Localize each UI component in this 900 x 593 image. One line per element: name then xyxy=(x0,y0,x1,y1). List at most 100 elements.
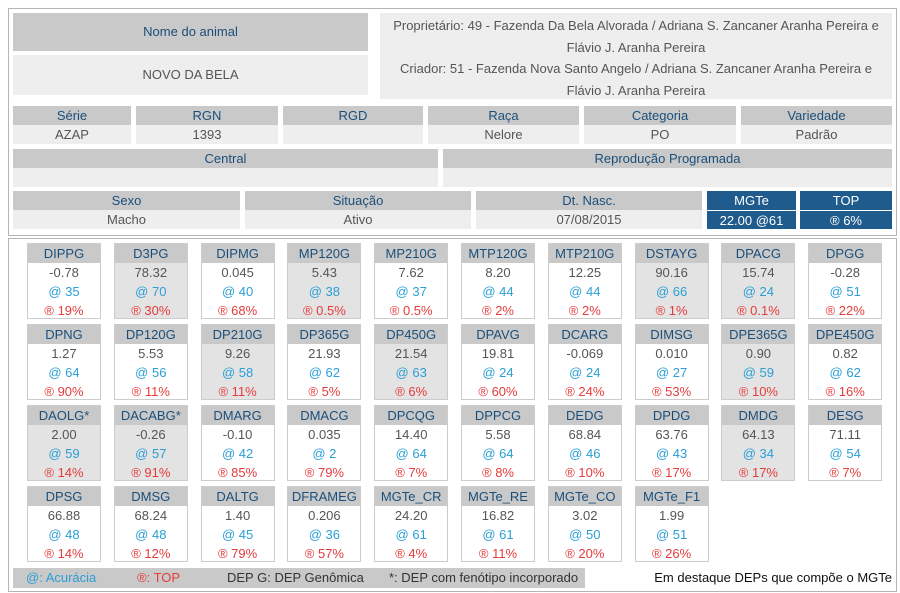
dep-value: 16.82 xyxy=(481,508,515,523)
dep-name: MP210G xyxy=(375,244,448,263)
dep-card: DIMSG 0.010 @ 27 ® 53% xyxy=(634,324,709,400)
dep-name: DACABG* xyxy=(114,406,187,425)
dep-card: MGTe_CO 3.02 @ 50 ® 20% xyxy=(547,486,622,562)
dep-accuracy: @ 42 xyxy=(221,446,254,461)
dep-card: DCARG -0.069 @ 24 ® 24% xyxy=(547,324,622,400)
dep-top: ® 16% xyxy=(825,384,865,399)
dep-accuracy: @ 37 xyxy=(395,284,427,299)
breeder: Criador: 51 - Fazenda Nova Santo Angelo … xyxy=(400,61,872,98)
dep-name: DAOLG* xyxy=(28,406,100,425)
dep-name: DPCQG xyxy=(375,406,448,425)
dep-accuracy: @ 43 xyxy=(655,446,688,461)
dep-accuracy: @ 64 xyxy=(48,365,80,380)
dep-card: DPE365G 0.90 @ 59 ® 10% xyxy=(721,324,796,400)
legend-bar xyxy=(13,568,585,588)
dep-name: DSTAYG xyxy=(635,244,708,263)
dep-top: ® 17% xyxy=(651,465,692,480)
dep-top: ® 2% xyxy=(482,303,514,318)
dep-top: ® 7% xyxy=(829,465,862,480)
dep-accuracy: @ 51 xyxy=(655,527,688,542)
dep-value: 21.93 xyxy=(308,346,341,361)
dep-name: DPPCG xyxy=(462,406,534,425)
dep-value: 19.81 xyxy=(481,346,515,361)
dep-value: 2.00 xyxy=(51,427,77,442)
dep-card: DP120G 5.53 @ 56 ® 11% xyxy=(113,324,188,400)
dep-name: MTP210G xyxy=(548,244,621,263)
dep-value: 0.045 xyxy=(221,265,254,280)
field-label: Central xyxy=(13,149,438,168)
dep-value: 66.88 xyxy=(47,508,81,523)
dep-accuracy: @ 24 xyxy=(569,365,601,380)
dep-top: ® 1% xyxy=(655,303,688,318)
dep-value: 3.02 xyxy=(572,508,598,523)
dep-name: DMSG xyxy=(114,487,187,506)
legend-phenotype: *: DEP com fenótipo incorporado xyxy=(389,570,579,585)
dep-name: DP120G xyxy=(114,325,187,344)
dep-name: MTP120G xyxy=(462,244,534,263)
dep-value: -0.069 xyxy=(566,346,604,361)
dep-top: ® 14% xyxy=(44,465,84,480)
dep-name: DALTG xyxy=(201,487,274,506)
dep-card: DP450G 21.54 @ 63 ® 6% xyxy=(374,324,449,400)
dep-value: 5.43 xyxy=(311,265,338,280)
dep-top: ® 0.1% xyxy=(736,303,780,318)
dep-card: DP365G 21.93 @ 62 ® 5% xyxy=(287,324,362,400)
dep-name: DPSG xyxy=(28,487,100,506)
dep-accuracy: @ 51 xyxy=(829,284,861,299)
dep-value: 21.54 xyxy=(394,346,428,361)
dep-accuracy: @ 59 xyxy=(742,365,775,380)
dep-card: DP210G 9.26 @ 58 ® 11% xyxy=(200,324,275,400)
dep-value: 14.40 xyxy=(394,427,428,442)
dep-card: DMDG 64.13 @ 34 ® 17% xyxy=(721,405,796,481)
legend-top: ®: TOP xyxy=(137,570,181,585)
dep-name: MGTe_CR xyxy=(375,487,448,506)
dep-top: ® 10% xyxy=(738,384,778,399)
dep-value: 7.62 xyxy=(398,265,424,280)
dep-top: ® 11% xyxy=(131,384,170,399)
dep-top: ® 85% xyxy=(217,465,258,480)
dep-top: ® 79% xyxy=(304,465,344,480)
dep-name: DMACG xyxy=(288,406,361,425)
dep-accuracy: @ 40 xyxy=(221,284,254,299)
dep-value: 63.76 xyxy=(655,427,688,442)
dep-top: ® 17% xyxy=(738,465,778,480)
info-frame xyxy=(8,8,897,236)
dep-name: DMDG xyxy=(722,406,795,425)
dep-card: DACABG* -0.26 @ 57 ® 91% xyxy=(113,405,188,481)
dep-top: ® 10% xyxy=(565,465,605,480)
legend-note: Em destaque DEPs que compõe o MGTe xyxy=(654,570,892,585)
field-label: Reprodução Programada xyxy=(443,149,892,168)
dep-card: DPE450G 0.82 @ 62 ® 16% xyxy=(808,324,883,400)
dep-accuracy: @ 57 xyxy=(135,446,167,461)
dep-accuracy: @ 2 xyxy=(312,446,337,461)
dep-card: DPSG 66.88 @ 48 ® 14% xyxy=(27,486,101,562)
field-label: Categoria xyxy=(584,106,736,125)
dep-value: 68.24 xyxy=(134,508,168,523)
dep-name: D3PG xyxy=(114,244,187,263)
dep-accuracy: @ 24 xyxy=(742,284,775,299)
dep-value: 64.13 xyxy=(742,427,775,442)
dep-name: DIMSG xyxy=(635,325,708,344)
dep-accuracy: @ 63 xyxy=(395,365,427,380)
dep-accuracy: @ 59 xyxy=(48,446,80,461)
dep-value: 0.82 xyxy=(832,346,858,361)
dep-top: ® 24% xyxy=(565,384,605,399)
field-label: RGN xyxy=(136,106,278,125)
dep-card: MP210G 7.62 @ 37 ® 0.5% xyxy=(374,243,449,319)
dep-name: DPE450G xyxy=(809,325,882,344)
dep-top: ® 0.5% xyxy=(302,303,346,318)
dep-accuracy: @ 34 xyxy=(742,446,775,461)
dep-name: DMARG xyxy=(201,406,274,425)
field-label: Dt. Nasc. xyxy=(476,191,702,210)
dep-accuracy: @ 48 xyxy=(48,527,80,542)
field-value: 1393 xyxy=(136,125,278,144)
dep-card: DESG 71.11 @ 54 ® 7% xyxy=(808,405,883,481)
dep-name: MGTe_F1 xyxy=(635,487,708,506)
dep-accuracy: @ 62 xyxy=(829,365,861,380)
field-value xyxy=(443,168,892,187)
dep-name: DPE365G xyxy=(722,325,795,344)
dep-accuracy: @ 36 xyxy=(308,527,341,542)
dep-name: DPNG xyxy=(28,325,100,344)
dep-name: DP210G xyxy=(201,325,274,344)
dep-value: -0.28 xyxy=(830,265,860,280)
